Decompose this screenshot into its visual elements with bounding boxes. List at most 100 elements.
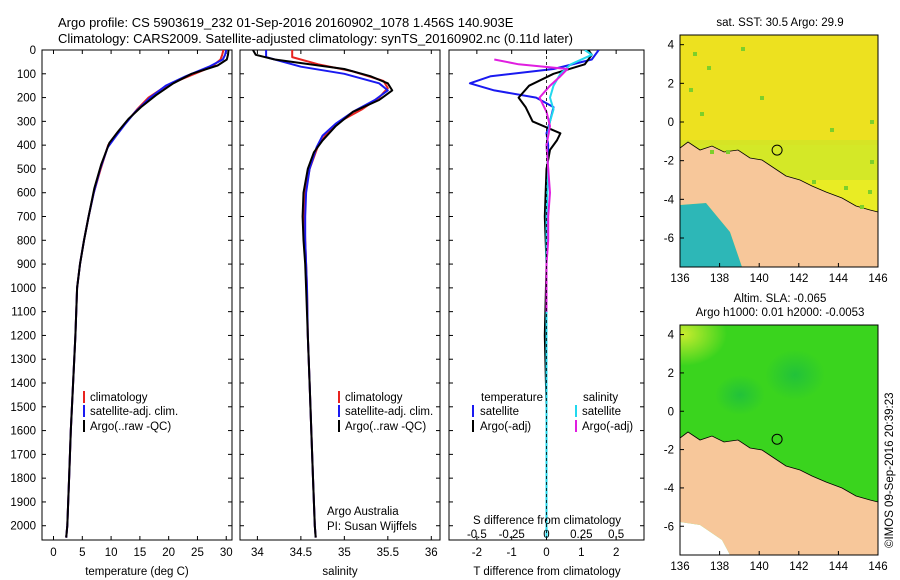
sst-grid-cell-0 <box>693 52 697 56</box>
sst-map-y-axis: -6 -4 -2 0 2 4 <box>664 40 684 245</box>
salinity-annotation-line-1: Argo Australia <box>327 506 399 518</box>
x-tick-label-2-4: 2 <box>613 547 619 559</box>
map-x-tick-label-0-4: 144 <box>829 273 849 285</box>
temperature-axes-frame <box>41 49 233 541</box>
sst-grid-cell-1 <box>707 66 711 70</box>
depth-tick-label-800: 800 <box>17 235 36 247</box>
header-line-2: Climatology: CARS2009. Satellite-adjuste… <box>58 31 573 46</box>
sst-cool-water <box>680 203 742 267</box>
depth-tick-label-1800: 1800 <box>10 473 36 485</box>
sla-map-title-line-1: Altim. SLA: -0.065 <box>734 293 827 305</box>
map-y-tick-label-1-5: 4 <box>668 330 675 342</box>
depth-tick-label-100: 100 <box>17 69 36 81</box>
depth-tick-label-1500: 1500 <box>10 402 36 414</box>
depth-tick-label-200: 200 <box>17 93 36 105</box>
salinity-axes-frame <box>239 49 441 541</box>
map-x-tick-label-0-3: 142 <box>789 273 808 285</box>
depth-tick-label-2000: 2000 <box>10 521 36 533</box>
map-y-tick-label-1-4: 2 <box>668 368 674 380</box>
x-tick-label-2-2: 0 <box>543 547 549 559</box>
depth-tick-label-1100: 1100 <box>11 307 36 319</box>
difference-legend-temperature-title: temperature <box>481 392 543 404</box>
x-tick-label-0-4: 20 <box>162 547 175 559</box>
temperature-legend-climatology: climatology <box>90 392 148 404</box>
salinity-legend-climatology: climatology <box>345 392 403 404</box>
sla-land <box>680 432 878 555</box>
s-tick-label-0: -0.5 <box>467 529 487 541</box>
x-tick-label-0-2: 10 <box>105 547 118 559</box>
depth-tick-label-600: 600 <box>17 188 36 200</box>
sst-grid-cell-4 <box>700 112 704 116</box>
x-tick-label-0-1: 5 <box>79 547 85 559</box>
x-tick-label-1-1: 34.5 <box>290 547 312 559</box>
sst-grid-cell-14 <box>870 120 874 124</box>
salinity-xlabel: salinity <box>322 566 357 578</box>
header-line-1: Argo profile: CS 5903619_232 01-Sep-2016… <box>58 15 514 30</box>
depth-tick-label-300: 300 <box>17 116 36 128</box>
depth-tick-label-1900: 1900 <box>10 497 36 509</box>
salinity-legend: climatology satellite-adj. clim. Argo(..… <box>338 391 433 433</box>
map-y-tick-label-0-4: 2 <box>668 78 674 90</box>
s-tick-label-1: -0.25 <box>499 529 525 541</box>
sla-low-patch-2 <box>715 375 765 415</box>
map-y-tick-label-0-0: -6 <box>664 233 674 245</box>
map-y-tick-label-1-3: 0 <box>668 406 674 418</box>
series-line-0-2 <box>65 50 230 538</box>
difference-legend-temp-satellite: satellite <box>480 406 519 418</box>
sla-high-patch <box>680 325 760 390</box>
salinity-legend-argo: Argo(..raw -QC) <box>345 421 426 433</box>
depth-tick-label-1300: 1300 <box>10 354 36 366</box>
x-tick-label-2-1: -1 <box>507 547 517 559</box>
map-x-tick-label-1-1: 138 <box>710 561 729 573</box>
sst-grid-cell-2 <box>741 47 745 51</box>
map-x-tick-label-1-2: 140 <box>750 561 769 573</box>
map-y-tick-label-1-0: -6 <box>664 521 674 533</box>
temperature-xlabel: temperature (deg C) <box>85 566 189 578</box>
salinity-annotation-line-2: PI: Susan Wijffels <box>327 521 417 533</box>
difference-s-label: S difference from climatology <box>473 515 621 527</box>
sst-grid-cell-8 <box>868 190 872 194</box>
map-x-tick-label-1-5: 146 <box>868 561 887 573</box>
x-tick-label-1-4: 36 <box>425 547 438 559</box>
sst-map-title: sat. SST: 30.5 Argo: 29.9 <box>716 17 843 29</box>
difference-panel: -2 -1 0 1 2 -0.5 -0.25 0 0.25 0.5 S difference f… <box>448 49 645 578</box>
difference-xlabel: T difference from climatology <box>473 566 620 578</box>
temperature-legend: climatology satellite-adj. clim. Argo(..… <box>83 391 178 433</box>
s-tick-label-3: 0.25 <box>570 529 592 541</box>
salinity-y-ticks <box>240 49 440 527</box>
depth-tick-label-1000: 1000 <box>10 283 36 295</box>
sst-map-panel: sat. SST: 30.5 Argo: 29.9 136 138 140 142 14… <box>664 17 888 285</box>
sla-argo-marker <box>771 433 783 445</box>
map-y-tick-label-0-3: 0 <box>668 117 674 129</box>
sla-map-frame <box>679 324 879 556</box>
sst-land <box>680 142 878 267</box>
depth-tick-label-1600: 1600 <box>10 426 36 438</box>
sla-map-panel: Altim. SLA: -0.065 Argo h1000: 0.01 h200… <box>664 293 888 573</box>
depth-tick-label-1200: 1200 <box>10 330 36 342</box>
salinity-legend-satellite: satellite-adj. clim. <box>345 406 433 418</box>
depth-tick-label-700: 700 <box>17 212 36 224</box>
map-y-tick-label-0-1: -4 <box>664 194 675 206</box>
temperature-legend-argo: Argo(..raw -QC) <box>90 421 171 433</box>
difference-y-ticks <box>449 49 644 527</box>
x-tick-label-2-0: -2 <box>472 547 482 559</box>
sla-no-data <box>680 522 730 555</box>
difference-lines <box>468 50 600 540</box>
series-line-2-3 <box>494 58 569 312</box>
x-tick-label-1-0: 34 <box>251 547 264 559</box>
sst-warm-band <box>680 35 878 145</box>
x-tick-label-0-5: 25 <box>191 547 204 559</box>
map-x-tick-label-0-5: 146 <box>868 273 887 285</box>
temperature-panel: 0100200300400500600700800900100011001200… <box>10 45 232 578</box>
depth-tick-label-500: 500 <box>17 164 36 176</box>
depth-tick-label-900: 900 <box>17 259 36 271</box>
sst-grid-cell-7 <box>870 160 874 164</box>
difference-legend: temperature salinity satellite Argo(-adj… <box>472 392 633 433</box>
x-tick-label-0-0: 0 <box>50 547 56 559</box>
x-tick-label-2-3: 1 <box>578 547 584 559</box>
sst-grid-cell-10 <box>812 180 816 184</box>
sla-map-title-line-2: Argo h1000: 0.01 h2000: -0.0053 <box>696 307 865 319</box>
series-line-2-1 <box>517 50 593 538</box>
sla-map-x-axis: 136 138 140 142 144 146 <box>670 551 888 573</box>
